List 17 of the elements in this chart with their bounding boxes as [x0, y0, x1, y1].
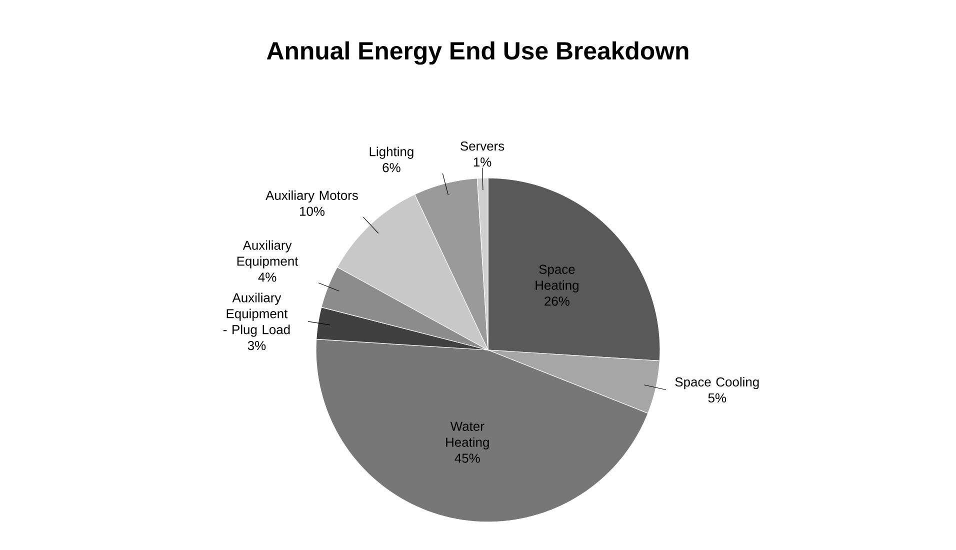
data-label: 10% — [300, 206, 324, 216]
data-label: 45% — [454, 454, 480, 463]
slice-label: Water Heating — [446, 422, 489, 450]
slice-label: Servers — [460, 142, 504, 151]
data-label: 3% — [248, 340, 266, 350]
slice-label: Lighting — [370, 146, 414, 159]
slice-label: Space Heating — [536, 264, 578, 292]
data-label: 1% — [474, 158, 492, 167]
data-label: 6% — [382, 163, 400, 172]
data-label: 26% — [544, 296, 570, 306]
data-label: 5% — [708, 393, 726, 402]
chart-title: Annual Energy End Use Breakdown — [266, 41, 688, 65]
slice-label: Auxiliary Motors — [266, 190, 358, 203]
slice-label: Auxiliary Equipment - Plug Load — [223, 292, 290, 337]
slice-label: Space Cooling — [675, 377, 759, 390]
slice-label: Auxiliary Equipment — [237, 240, 298, 268]
data-label: 4% — [258, 272, 276, 282]
